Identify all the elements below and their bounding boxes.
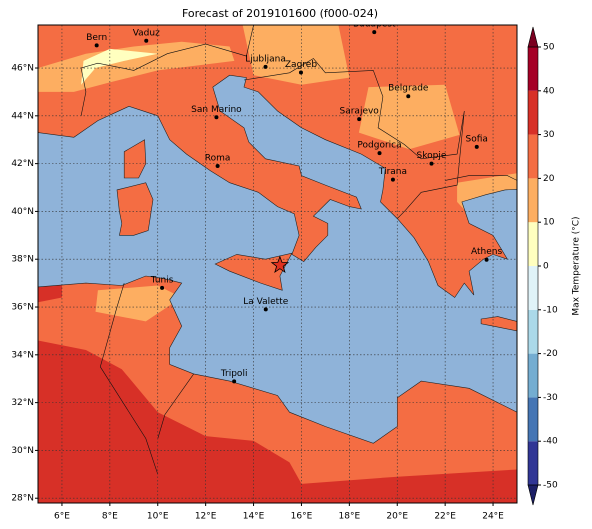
colorbar-tick-label: -40 — [543, 437, 558, 447]
x-tick-label: 24°E — [482, 512, 504, 522]
temperature-patch — [95, 285, 182, 322]
x-tick-label: 22°E — [434, 512, 456, 522]
border — [243, 58, 465, 219]
x-tick-label: 6°E — [54, 512, 70, 522]
city-point — [263, 307, 268, 312]
colorbar-tick-label: 30 — [543, 130, 555, 140]
city-point — [214, 115, 219, 120]
temperature-patch — [81, 48, 158, 85]
y-tick-label: 42°N — [11, 159, 34, 169]
temperature-patch — [358, 84, 460, 150]
city-point — [377, 151, 382, 156]
colorbar-segment — [528, 134, 538, 179]
colorbar-tick-label: 20 — [543, 174, 555, 184]
city-label: La Valette — [243, 297, 288, 307]
overlay: 6°E 8°E 10°E 12°E 14°E 16°E 18°E 20°E 22°E 24°E 28… — [11, 26, 582, 522]
x-tick-label: 18°E — [339, 512, 361, 522]
city-label: Tirana — [378, 167, 407, 177]
city-point — [263, 64, 268, 69]
city-label: Belgrade — [388, 84, 429, 94]
colorbar-tick-label: -20 — [543, 349, 558, 359]
city-point — [357, 117, 362, 122]
highlight-star — [270, 255, 290, 274]
city-point — [484, 257, 489, 262]
colorbar-label: Max Temperature (°C) — [572, 216, 582, 315]
city-point — [232, 379, 237, 384]
temperature-patch — [38, 41, 235, 92]
city-label: Sofia — [466, 134, 488, 144]
y-tick-label: 36°N — [11, 303, 34, 313]
island — [116, 182, 154, 236]
temperature-patch — [38, 340, 517, 503]
colorbar-extend-low — [527, 484, 539, 506]
x-tick-label: 16°E — [291, 512, 313, 522]
city-point — [298, 70, 303, 75]
city-label: Tunis — [150, 275, 174, 285]
city-label: Vaduz — [133, 28, 160, 38]
city-label: Podgorica — [357, 141, 401, 151]
y-tick-label: 32°N — [11, 398, 34, 408]
colorbar-segment — [528, 47, 538, 91]
city-label: Budapest — [353, 20, 396, 30]
city-label: Tripoli — [220, 369, 248, 379]
colorbar-segment — [528, 441, 538, 485]
city-point — [160, 285, 165, 290]
city-label: Bern — [86, 33, 107, 43]
city-point — [372, 30, 377, 35]
y-tick-label: 34°N — [11, 350, 34, 360]
city-label: San Marino — [191, 105, 242, 115]
city-point — [94, 43, 99, 48]
colorbar-segment — [528, 309, 538, 354]
x-tick-label: 12°E — [195, 512, 217, 522]
city-point — [406, 94, 411, 99]
colorbar-segment — [528, 222, 538, 266]
city-point — [215, 164, 220, 169]
border — [80, 25, 254, 116]
border — [157, 373, 194, 439]
city-point — [429, 161, 434, 166]
colorbar-tick-label: -10 — [543, 305, 558, 315]
colorbar-segment — [528, 90, 538, 135]
x-tick-label: 8°E — [102, 512, 118, 522]
city-point — [390, 177, 395, 182]
city-label: Ljubljana — [245, 54, 286, 64]
colorbar-segment — [528, 397, 538, 442]
city-label: Athens — [471, 247, 502, 257]
colorbar-tick-label: -50 — [543, 481, 558, 491]
y-tick-label: 30°N — [11, 446, 34, 456]
y-tick-label: 38°N — [11, 255, 34, 265]
map-frame — [37, 24, 518, 504]
x-tick-label: 10°E — [147, 512, 169, 522]
city-label: Zagreb — [285, 60, 317, 70]
y-tick-label: 46°N — [11, 64, 34, 74]
colorbar-segment — [528, 178, 538, 223]
colorbar-segment — [528, 353, 538, 398]
city-point — [144, 38, 149, 43]
island — [123, 139, 147, 179]
colorbar-tick-label: -30 — [543, 393, 558, 403]
y-tick-label: 40°N — [11, 207, 34, 217]
colorbar-tick-label: 50 — [543, 43, 555, 53]
colorbar-extend-high — [527, 26, 539, 48]
city-label: Sarajevo — [340, 107, 380, 117]
border — [445, 175, 517, 181]
city-point — [474, 144, 479, 149]
border — [99, 283, 159, 475]
temperature-patch — [242, 25, 350, 85]
colorbar-tick-label: 10 — [543, 218, 555, 228]
colorbar-segment — [528, 266, 538, 310]
city-label: Roma — [205, 154, 231, 164]
colorbar-tick-label: 40 — [543, 86, 555, 96]
y-tick-label: 28°N — [11, 494, 34, 504]
colorbar-tick-label: 0 — [543, 262, 549, 272]
chart-title: Forecast of 2019101600 (f000-024) — [182, 7, 378, 20]
x-tick-label: 14°E — [243, 512, 265, 522]
island — [480, 316, 517, 332]
y-tick-label: 44°N — [11, 111, 34, 121]
city-label: Skopje — [417, 151, 447, 161]
x-tick-label: 20°E — [386, 512, 408, 522]
